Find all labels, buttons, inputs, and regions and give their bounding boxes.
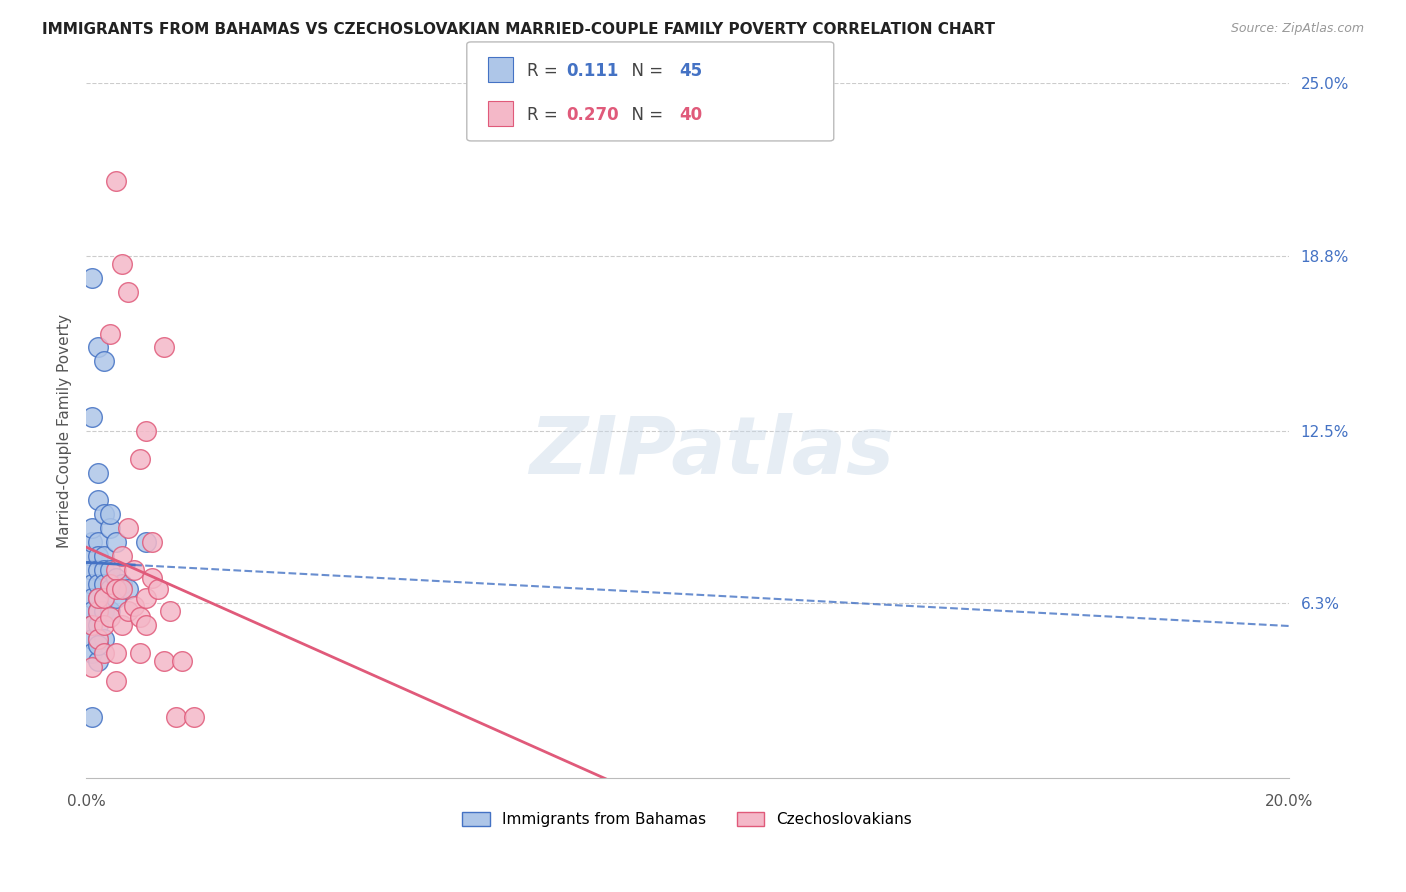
Point (111, 582, 134, 597)
Point (122, 599, 145, 613)
Point (80, 549, 103, 563)
Point (87, 632, 110, 647)
Text: 45: 45 (679, 62, 702, 79)
Point (105, 591, 128, 605)
Text: N =: N = (621, 62, 669, 79)
Point (87, 563, 110, 577)
Text: ZIPatlas: ZIPatlas (529, 413, 894, 491)
Point (98, 605, 121, 619)
Point (117, 582, 139, 597)
Point (87, 341, 110, 355)
Point (93, 591, 115, 605)
Text: 0.270: 0.270 (567, 106, 619, 124)
Point (129, 646, 152, 660)
Point (98, 582, 121, 597)
Point (87, 549, 110, 563)
Point (172, 655, 194, 669)
Point (141, 535, 163, 549)
Point (80, 605, 103, 619)
Point (93, 618, 115, 632)
Point (129, 451, 152, 466)
Point (98, 563, 121, 577)
Point (111, 257, 134, 271)
Point (135, 591, 157, 605)
Point (111, 576, 134, 591)
Point (87, 535, 110, 549)
Point (80, 618, 103, 632)
Point (129, 610, 152, 624)
Text: R =: R = (527, 62, 564, 79)
Point (183, 710, 205, 724)
Point (80, 710, 103, 724)
Point (87, 466, 110, 480)
Point (111, 618, 134, 632)
Point (80, 576, 103, 591)
Point (93, 576, 115, 591)
Point (105, 535, 128, 549)
Point (122, 563, 145, 577)
Point (159, 605, 181, 619)
Point (117, 605, 139, 619)
Point (98, 610, 121, 624)
Point (87, 576, 110, 591)
Point (87, 591, 110, 605)
Text: 0.111: 0.111 (567, 62, 619, 79)
Point (165, 710, 187, 724)
Point (93, 549, 115, 563)
Point (105, 174, 128, 188)
Point (87, 605, 110, 619)
Legend: Immigrants from Bahamas, Czechoslovakians: Immigrants from Bahamas, Czechoslovakian… (457, 805, 918, 833)
Point (148, 582, 170, 597)
Text: 40: 40 (679, 106, 702, 124)
Point (105, 571, 128, 585)
Point (80, 521, 103, 535)
Point (98, 507, 121, 521)
Point (135, 535, 157, 549)
Point (87, 618, 110, 632)
Point (80, 591, 103, 605)
Point (98, 326, 121, 341)
Point (87, 632, 110, 647)
Point (80, 271, 103, 285)
Point (80, 618, 103, 632)
Point (153, 655, 176, 669)
Point (117, 285, 139, 299)
Point (93, 354, 115, 368)
Point (117, 521, 139, 535)
Point (80, 660, 103, 674)
Point (93, 591, 115, 605)
Text: IMMIGRANTS FROM BAHAMAS VS CZECHOSLOVAKIAN MARRIED-COUPLE FAMILY POVERTY CORRELA: IMMIGRANTS FROM BAHAMAS VS CZECHOSLOVAKI… (42, 22, 995, 37)
Point (93, 646, 115, 660)
Point (80, 563, 103, 577)
Point (105, 582, 128, 597)
Point (80, 535, 103, 549)
Point (105, 673, 128, 688)
Point (87, 605, 110, 619)
Point (153, 341, 176, 355)
Point (93, 507, 115, 521)
Point (98, 521, 121, 535)
Point (141, 571, 163, 585)
Text: R =: R = (527, 106, 564, 124)
Point (87, 493, 110, 508)
Point (80, 409, 103, 424)
Point (98, 576, 121, 591)
Point (80, 632, 103, 647)
Point (93, 632, 115, 647)
Point (87, 655, 110, 669)
Y-axis label: Married-Couple Family Poverty: Married-Couple Family Poverty (58, 314, 72, 548)
Point (87, 591, 110, 605)
Point (105, 646, 128, 660)
Text: Source: ZipAtlas.com: Source: ZipAtlas.com (1230, 22, 1364, 36)
Point (93, 605, 115, 619)
Point (80, 646, 103, 660)
Point (135, 424, 157, 438)
Point (87, 638, 110, 652)
Text: N =: N = (621, 106, 669, 124)
Point (111, 549, 134, 563)
Point (105, 563, 128, 577)
Point (93, 563, 115, 577)
Point (135, 618, 157, 632)
